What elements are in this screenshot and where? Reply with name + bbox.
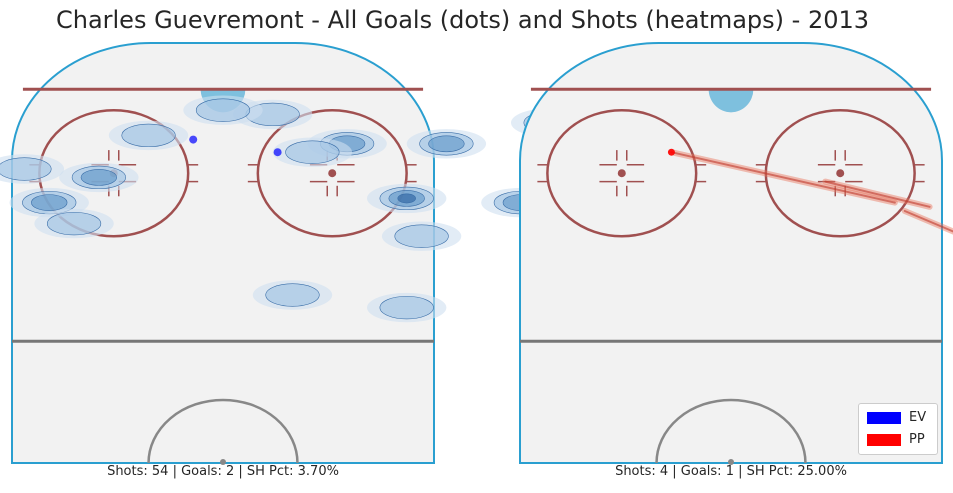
shot-heatmap-pp [668, 149, 953, 235]
shot-density-blob [397, 193, 416, 204]
shot-density-blob [379, 295, 434, 320]
shot-density-blob [46, 211, 102, 236]
legend: EV PP [858, 403, 938, 455]
shot-density-blob [195, 98, 251, 122]
shot-streak-core [903, 210, 953, 233]
center-dot [728, 459, 734, 465]
caption-pp-stats: Shots: 4 | Goals: 1 | SH Pct: 25.00% [615, 464, 847, 479]
shot-streak-core [670, 151, 896, 204]
shot-density-blob [121, 123, 176, 148]
shot-density-blob [394, 224, 449, 248]
legend-swatch-ev [867, 412, 901, 424]
faceoff-ring-left [546, 108, 698, 238]
shot-density-blob [285, 140, 340, 164]
shot-density-blob [31, 194, 68, 211]
center-dot [220, 459, 226, 465]
goal-dot-pp [667, 148, 675, 156]
center-circle [147, 398, 299, 464]
shot-density-blob [0, 157, 52, 181]
faceoff-circle-left [537, 108, 707, 238]
shot-density-blob [428, 135, 465, 153]
faceoff-dot-left [617, 169, 626, 178]
shot-density-blob [80, 169, 118, 186]
goal-crease [708, 89, 754, 113]
legend-item-pp: PP [867, 432, 931, 448]
shot-streak-core [824, 180, 931, 208]
legend-swatch-pp [867, 434, 901, 446]
goal-dot-ev [273, 148, 282, 157]
faceoff-dot-right [836, 169, 845, 178]
rink-panel-pp [519, 41, 953, 465]
faceoff-ring-right [256, 108, 408, 238]
shot-density-blob [265, 283, 320, 307]
goal-dot-ev [189, 135, 198, 144]
legend-label-ev: EV [909, 410, 927, 425]
chart-title: Charles Guevremont - All Goals (dots) an… [55, 6, 870, 34]
legend-item-ev: EV [867, 410, 931, 426]
rink-panel-ev [0, 41, 660, 465]
center-circle [655, 398, 807, 464]
faceoff-dot-right [328, 169, 337, 178]
caption-ev-stats: Shots: 54 | Goals: 2 | SH Pct: 3.70% [107, 464, 339, 479]
rink-ice [519, 41, 943, 464]
legend-label-pp: PP [909, 432, 925, 447]
